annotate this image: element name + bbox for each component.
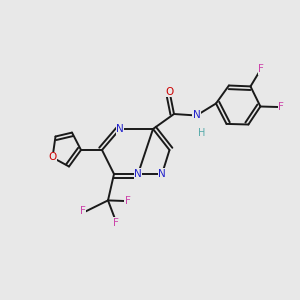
Text: N: N <box>158 169 166 179</box>
Text: O: O <box>48 152 57 163</box>
Text: N: N <box>116 124 124 134</box>
Text: F: F <box>258 64 264 74</box>
Text: F: F <box>80 206 85 217</box>
Text: F: F <box>113 218 119 228</box>
Text: N: N <box>193 110 200 121</box>
Text: N: N <box>134 169 142 179</box>
Text: H: H <box>198 128 205 138</box>
Text: O: O <box>165 86 174 97</box>
Text: F: F <box>278 102 284 112</box>
Text: F: F <box>124 196 130 206</box>
